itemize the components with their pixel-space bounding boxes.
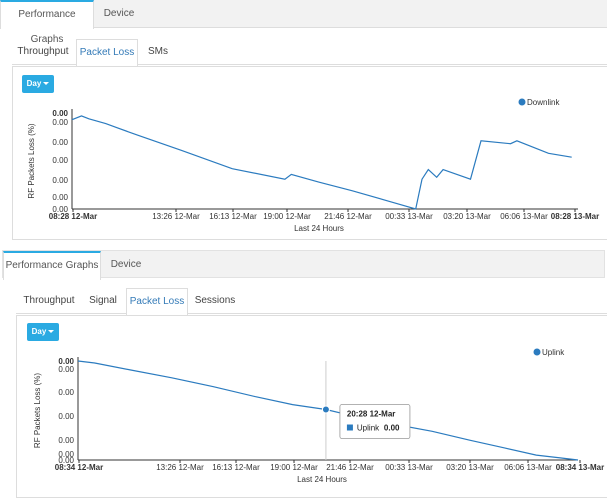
graph-frame	[16, 315, 607, 498]
x-tick-label: 16:13 12-Mar	[209, 212, 257, 221]
time-range-label: Day	[31, 327, 47, 336]
y-tick-label: 0.00	[58, 412, 74, 421]
x-tick-label: 21:46 12-Mar	[326, 463, 374, 472]
series-line-downlink	[71, 115, 572, 210]
x-tick-label: 00:33 13-Mar	[385, 212, 433, 221]
x-tick-label: 03:20 13-Mar	[443, 212, 491, 221]
y-tick-label: 0.00	[52, 138, 68, 147]
sub-tab-throughput[interactable]: Throughput	[23, 295, 75, 306]
y-axis-label: RF Packets Loss (%)	[27, 123, 36, 198]
time-range-dropdown[interactable]: Day	[27, 323, 59, 341]
legend-label-downlink: Downlink	[527, 98, 560, 107]
sub-tabs: Throughput Signal Packet Loss Sessions	[16, 288, 607, 315]
tab-performance-graphs[interactable]: Performance Graphs	[0, 0, 94, 45]
x-tick-label: 03:20 13-Mar	[446, 463, 494, 472]
performance-panel-bottom: Performance Graphs Device Throughput Sig…	[0, 250, 607, 500]
y-tick-label: 0.00	[52, 193, 68, 202]
performance-panel-top: Performance Graphs Device Throughput Pac…	[0, 0, 607, 243]
y-tick-label: 0.00	[52, 109, 68, 118]
sub-tab-throughput[interactable]: Throughput	[17, 46, 69, 57]
hover-point	[321, 405, 330, 414]
legend-marker-uplink	[533, 348, 541, 356]
tooltip-title: 20:28 12-Mar	[347, 410, 395, 419]
packet-loss-chart-uplink: RF Packets Loss (%)0.000.000.000.000.000…	[33, 348, 604, 484]
main-tabs: Performance Graphs Device	[2, 250, 605, 280]
x-tick-label: 00:33 13-Mar	[385, 463, 433, 472]
y-tick-label: 0.00	[52, 205, 68, 214]
x-tick-label: 08:34 12-Mar	[55, 463, 103, 472]
sub-tabs: Throughput Packet Loss SMs	[12, 39, 607, 66]
x-tick-label: 08:28 13-Mar	[551, 212, 599, 221]
x-axis-label: Last 24 Hours	[297, 475, 347, 484]
time-range-label: Day	[26, 79, 42, 88]
x-tick-label: 06:06 13-Mar	[504, 463, 552, 472]
y-tick-label: 0.00	[58, 388, 74, 397]
x-tick-label: 21:46 12-Mar	[324, 212, 372, 221]
y-tick-label: 0.00	[58, 365, 74, 374]
sub-tab-sessions[interactable]: Sessions	[194, 295, 236, 306]
y-axis-label: RF Packets Loss (%)	[33, 373, 42, 448]
tab-device[interactable]: Device	[103, 8, 135, 19]
y-tick-label: 0.00	[52, 118, 68, 127]
x-tick-label: 19:00 12-Mar	[263, 212, 311, 221]
time-range-dropdown[interactable]: Day	[22, 75, 54, 93]
y-tick-label: 0.00	[52, 176, 68, 185]
tooltip-value: 0.00	[384, 424, 400, 433]
tooltip-series-name: Uplink	[357, 424, 380, 433]
graph-frame	[12, 66, 607, 240]
sub-tab-sms[interactable]: SMs	[148, 46, 168, 57]
x-tick-label: 08:28 12-Mar	[49, 212, 97, 221]
caret-down-icon	[43, 82, 50, 86]
tooltip-box	[339, 404, 411, 439]
sub-tab-packet-loss[interactable]: Packet Loss	[76, 39, 138, 66]
sub-tab-packet-loss[interactable]: Packet Loss	[126, 288, 188, 315]
caret-down-icon	[48, 330, 55, 334]
sub-tab-signal[interactable]: Signal	[89, 295, 117, 306]
y-tick-label: 0.00	[58, 456, 74, 465]
x-tick-label: 13:26 12-Mar	[156, 463, 204, 472]
x-tick-label: 16:13 12-Mar	[212, 463, 260, 472]
y-tick-label: 0.00	[58, 357, 74, 366]
x-tick-label: 08:34 13-Mar	[556, 463, 604, 472]
y-tick-label: 0.00	[52, 156, 68, 165]
legend-label-uplink: Uplink	[542, 348, 565, 357]
tab-device[interactable]: Device	[110, 259, 142, 270]
tab-performance-graphs[interactable]: Performance Graphs	[3, 251, 101, 280]
x-tick-label: 06:06 13-Mar	[500, 212, 548, 221]
legend-marker-downlink	[518, 98, 526, 106]
y-tick-label: 0.00	[58, 450, 74, 459]
x-axis-label: Last 24 Hours	[294, 224, 344, 233]
x-tick-label: 19:00 12-Mar	[270, 463, 318, 472]
main-tabs: Performance Graphs Device	[0, 0, 607, 45]
packet-loss-chart-downlink: RF Packets Loss (%)0.000.000.000.000.000…	[27, 98, 599, 233]
x-tick-label: 13:26 12-Mar	[152, 212, 200, 221]
y-tick-label: 0.00	[58, 436, 74, 445]
tooltip-series-marker	[346, 424, 353, 431]
